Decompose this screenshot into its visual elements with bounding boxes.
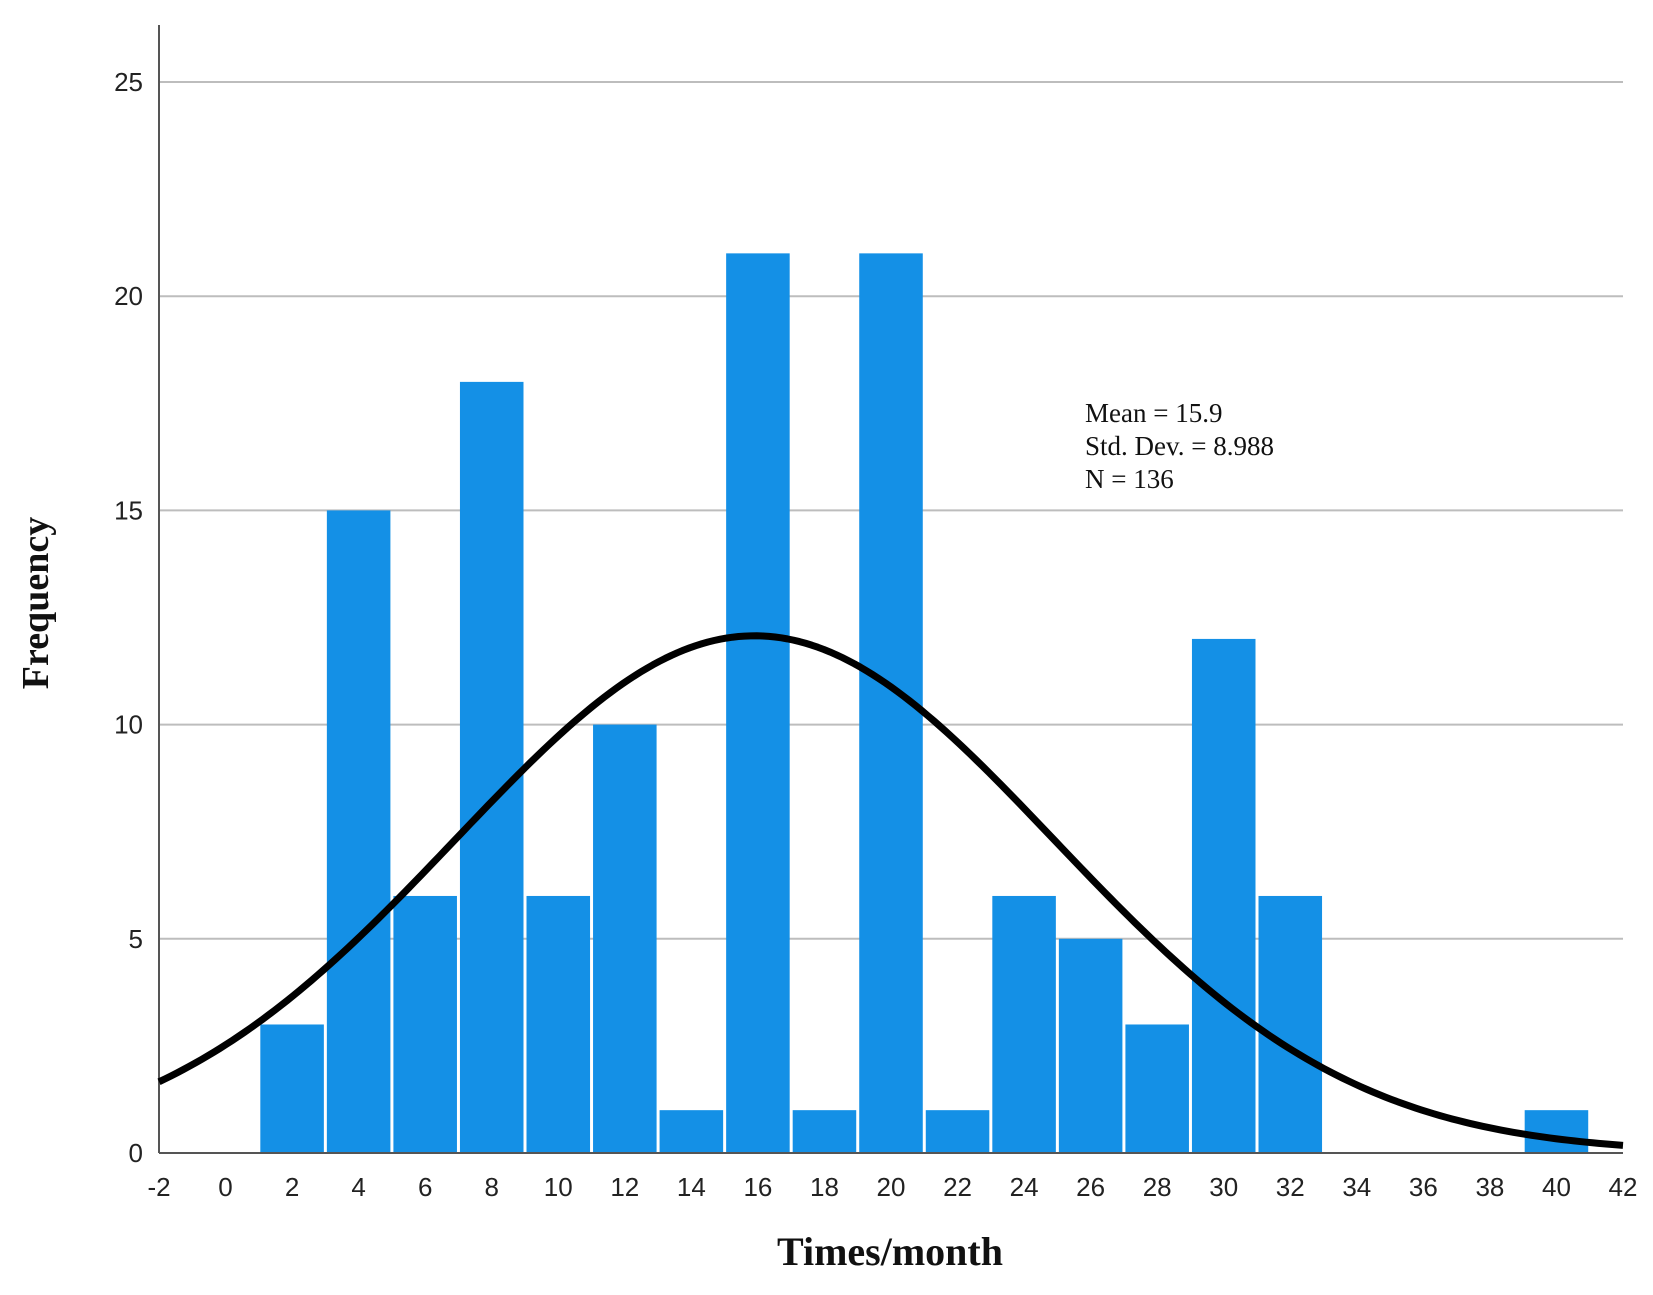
x-tick-label-18: 18	[810, 1172, 839, 1202]
x-tick-label--2: -2	[147, 1172, 170, 1202]
x-tick-label-32: 32	[1276, 1172, 1305, 1202]
x-tick-label-38: 38	[1475, 1172, 1504, 1202]
bar-bin-32	[1258, 895, 1323, 1153]
stats-n: N = 136	[1085, 464, 1174, 494]
x-tick-label-40: 40	[1542, 1172, 1571, 1202]
bar-bin-40	[1524, 1110, 1589, 1153]
x-tick-label-12: 12	[610, 1172, 639, 1202]
x-tick-label-0: 0	[218, 1172, 232, 1202]
y-tick-label-0: 0	[129, 1138, 143, 1168]
bar-bin-12	[593, 724, 657, 1153]
bar-bin-8	[459, 381, 524, 1153]
x-tick-label-6: 6	[418, 1172, 432, 1202]
stats-std-dev: Std. Dev. = 8.988	[1085, 431, 1274, 461]
y-axis-title: Frequency	[15, 517, 57, 689]
x-tick-label-24: 24	[1010, 1172, 1039, 1202]
bar-bin-10	[526, 895, 591, 1153]
bar-bin-22	[925, 1110, 990, 1153]
x-tick-label-36: 36	[1409, 1172, 1438, 1202]
x-tick-label-14: 14	[677, 1172, 706, 1202]
x-tick-label-8: 8	[484, 1172, 498, 1202]
x-tick-label-26: 26	[1076, 1172, 1105, 1202]
x-tick-label-30: 30	[1209, 1172, 1238, 1202]
x-tick-label-34: 34	[1342, 1172, 1371, 1202]
stats-mean: Mean = 15.9	[1085, 398, 1222, 428]
axes	[158, 25, 1623, 1154]
bar-bin-24	[992, 895, 1056, 1153]
histogram-bars	[260, 253, 1589, 1154]
x-tick-label-42: 42	[1609, 1172, 1638, 1202]
bar-bin-14	[659, 1110, 724, 1153]
x-tick-label-10: 10	[544, 1172, 573, 1202]
x-tick-label-4: 4	[351, 1172, 365, 1202]
y-tick-label-15: 15	[114, 495, 143, 525]
bar-bin-6	[393, 895, 457, 1153]
bar-bin-16	[726, 253, 790, 1154]
y-tick-label-5: 5	[129, 924, 143, 954]
stats-box: Mean = 15.9 Std. Dev. = 8.988 N = 136	[1085, 398, 1274, 494]
x-axis-title: Times/month	[777, 1229, 1003, 1274]
bar-bin-26	[1058, 938, 1123, 1153]
bar-bin-30	[1191, 638, 1256, 1153]
bar-bin-18	[792, 1110, 857, 1153]
x-tick-label-16: 16	[743, 1172, 772, 1202]
bar-bin-28	[1125, 1024, 1189, 1153]
bar-bin-4	[326, 510, 391, 1153]
bar-bin-2	[260, 1024, 324, 1153]
y-tick-label-10: 10	[114, 710, 143, 740]
x-tick-label-22: 22	[943, 1172, 972, 1202]
x-tick-label-20: 20	[877, 1172, 906, 1202]
normal-curve	[157, 632, 1624, 1149]
y-tick-label-25: 25	[114, 67, 143, 97]
y-tick-label-20: 20	[114, 281, 143, 311]
normal-curve-layer	[157, 632, 1624, 1149]
x-tick-label-28: 28	[1143, 1172, 1172, 1202]
x-tick-label-2: 2	[285, 1172, 299, 1202]
